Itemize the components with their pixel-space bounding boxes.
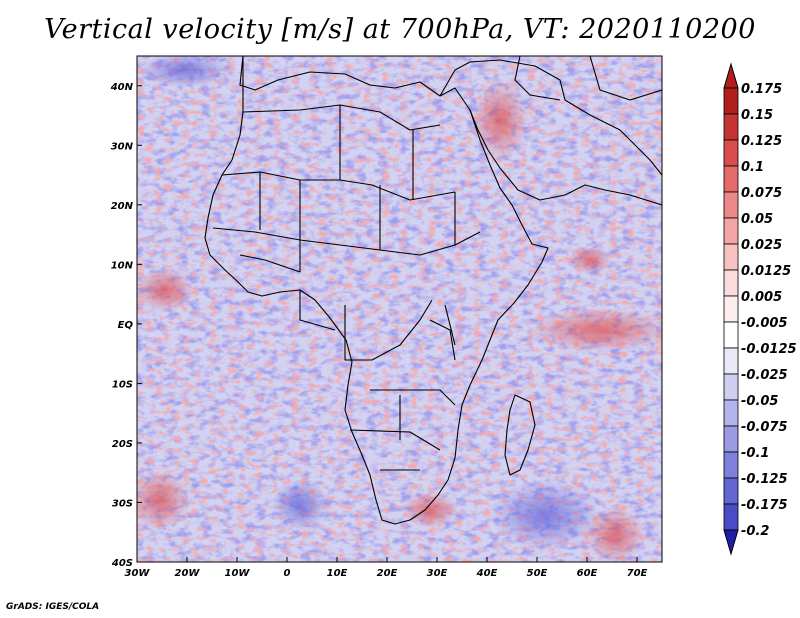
colorbar-label: 0.075 [741, 186, 782, 201]
atlantic-ascent-patch [137, 268, 195, 312]
lon-tick-label: 60E [577, 568, 598, 579]
south-africa-ascent-patch [402, 492, 458, 528]
colorbar-swatch [723, 321, 739, 349]
colorbar-label: -0.1 [741, 446, 769, 461]
colorbar-label: -0.05 [741, 394, 778, 409]
lon-tick-label: 10W [225, 568, 251, 579]
colorbar-swatch [723, 139, 739, 167]
middle-east-ascent-patch [472, 80, 528, 160]
colorbar-swatch [723, 503, 739, 531]
lon-tick-label: 30E [427, 568, 448, 579]
coastline [204, 56, 662, 525]
lat-tick-label: 40S [111, 558, 133, 569]
colorbar-swatch [723, 165, 739, 193]
lon-tick-label: 50E [527, 568, 548, 579]
colorbar-swatch [723, 269, 739, 297]
colorbar-label: -0.125 [741, 472, 788, 487]
indian-ocean-ascent-band [530, 308, 662, 352]
lon-tick-label: 20E [377, 568, 398, 579]
colorbar-top-triangle [723, 62, 739, 89]
arabian-sea-ascent-patch [568, 246, 612, 274]
colorbar-swatch [723, 191, 739, 219]
lon-tick-label: 30W [125, 568, 151, 579]
colorbar-swatch [723, 373, 739, 401]
southeast-ascent-patch [585, 507, 645, 562]
colorbar-label: -0.025 [741, 368, 788, 383]
colorbar-label: 0.15 [741, 108, 773, 123]
colorbar-label: -0.2 [741, 524, 769, 539]
colorbar-swatch [723, 87, 739, 115]
latitude-axis: 40N 30N 20N 10N EQ 10S 20S 30S 40S [110, 82, 142, 569]
madagascar-outline [504, 394, 536, 476]
lat-tick-label: 20N [111, 201, 134, 212]
colorbar-label: 0.1 [741, 160, 764, 175]
colorbar-swatch [723, 295, 739, 323]
south-indian-descent-swirl [490, 480, 600, 550]
colorbar-swatch [723, 451, 739, 479]
colorbar-swatch [723, 425, 739, 453]
colorbar-swatch [723, 477, 739, 505]
colorbar-label: -0.175 [741, 498, 788, 513]
lat-tick-label: EQ [118, 320, 134, 331]
colorbar: 0.175 0.15 0.125 0.1 0.075 0.05 0.025 0.0125 0.0… [723, 62, 797, 556]
lat-tick-label: 10S [112, 379, 133, 390]
colorbar-label: -0.005 [741, 316, 788, 331]
lat-tick-label: 30N [111, 141, 134, 152]
northwest-descent-patch [140, 56, 230, 88]
colorbar-swatch [723, 347, 739, 375]
map-title: Vertical velocity [m/s] at 700hPa, VT: 2… [44, 14, 756, 45]
lon-tick-label: 10E [327, 568, 348, 579]
colorbar-label: -0.0125 [741, 342, 797, 357]
grads-credit: GrADS: IGES/COLA [6, 602, 100, 612]
colorbar-swatch [723, 399, 739, 427]
longitude-axis: 30W 20W 10W 0 10E 20E 30E 40E 50E 60E 70E [125, 557, 648, 579]
colorbar-label: 0.125 [741, 134, 782, 149]
colorbar-swatch [723, 243, 739, 271]
lat-tick-label: 10N [111, 260, 134, 271]
plot-frame [136, 55, 663, 563]
colorbar-label: 0.05 [741, 212, 773, 227]
southwest-ascent-patch [137, 470, 190, 530]
colorbar-label: 0.175 [741, 82, 782, 97]
colorbar-swatch [723, 113, 739, 141]
colorbar-label: -0.075 [741, 420, 788, 435]
lat-tick-label: 30S [112, 498, 133, 509]
vertical-velocity-field [137, 56, 662, 562]
lon-tick-label: 0 [284, 568, 291, 579]
lat-tick-label: 20S [112, 439, 133, 450]
lon-tick-label: 70E [627, 568, 648, 579]
colorbar-label: 0.0125 [741, 264, 791, 279]
lat-tick-label: 40N [110, 82, 134, 93]
colorbar-label: 0.005 [741, 290, 782, 305]
lon-tick-label: 20W [175, 568, 201, 579]
colorbar-label: 0.025 [741, 238, 782, 253]
lon-tick-label: 40E [476, 568, 498, 579]
south-atlantic-descent-swirl [272, 479, 328, 531]
colorbar-bottom-triangle [723, 529, 739, 556]
colorbar-swatch [723, 217, 739, 245]
